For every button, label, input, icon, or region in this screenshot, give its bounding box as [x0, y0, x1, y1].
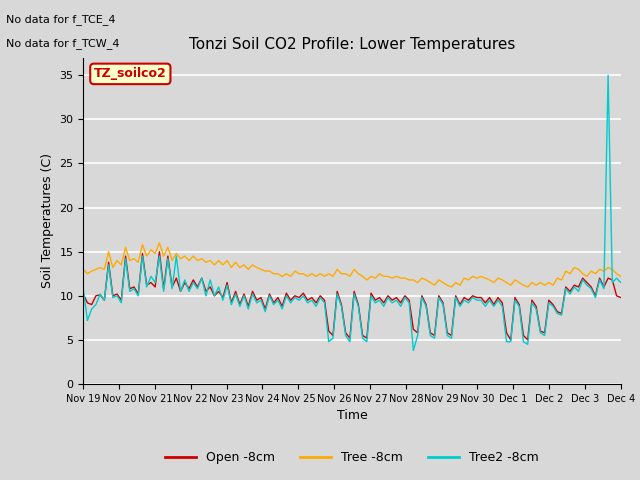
Tree -8cm — [600, 268, 608, 274]
Open -8cm — [617, 295, 625, 300]
Open -8cm — [215, 288, 223, 294]
Text: No data for f_TCE_4: No data for f_TCE_4 — [6, 14, 116, 25]
X-axis label: Time: Time — [337, 409, 367, 422]
Tree -8cm — [447, 284, 455, 290]
Text: TZ_soilco2: TZ_soilco2 — [94, 67, 166, 80]
Tree2 -8cm — [596, 277, 604, 283]
Open -8cm — [79, 291, 87, 297]
Open -8cm — [282, 290, 290, 296]
Tree2 -8cm — [604, 72, 612, 78]
Tree -8cm — [282, 271, 290, 276]
Tree2 -8cm — [211, 293, 218, 299]
Y-axis label: Soil Temperatures (C): Soil Temperatures (C) — [41, 153, 54, 288]
Open -8cm — [600, 284, 608, 290]
Line: Tree2 -8cm: Tree2 -8cm — [83, 75, 621, 350]
Tree -8cm — [617, 274, 625, 279]
Open -8cm — [156, 249, 163, 254]
Open -8cm — [549, 302, 557, 308]
Legend: Open -8cm, Tree -8cm, Tree2 -8cm: Open -8cm, Tree -8cm, Tree2 -8cm — [160, 446, 544, 469]
Tree2 -8cm — [359, 335, 367, 341]
Text: No data for f_TCW_4: No data for f_TCW_4 — [6, 38, 120, 49]
Tree -8cm — [215, 258, 223, 264]
Tree2 -8cm — [278, 306, 286, 312]
Line: Open -8cm: Open -8cm — [83, 252, 621, 340]
Tree -8cm — [304, 274, 312, 279]
Tree2 -8cm — [300, 293, 307, 299]
Open -8cm — [363, 335, 371, 341]
Tree -8cm — [79, 266, 87, 272]
Tree2 -8cm — [545, 300, 553, 306]
Tree2 -8cm — [410, 348, 417, 353]
Line: Tree -8cm: Tree -8cm — [83, 243, 621, 287]
Tree2 -8cm — [79, 286, 87, 292]
Tree -8cm — [363, 277, 371, 283]
Tree -8cm — [549, 282, 557, 288]
Tree2 -8cm — [617, 280, 625, 286]
Title: Tonzi Soil CO2 Profile: Lower Temperatures: Tonzi Soil CO2 Profile: Lower Temperatur… — [189, 37, 515, 52]
Tree -8cm — [156, 240, 163, 246]
Open -8cm — [507, 337, 515, 343]
Open -8cm — [304, 297, 312, 303]
